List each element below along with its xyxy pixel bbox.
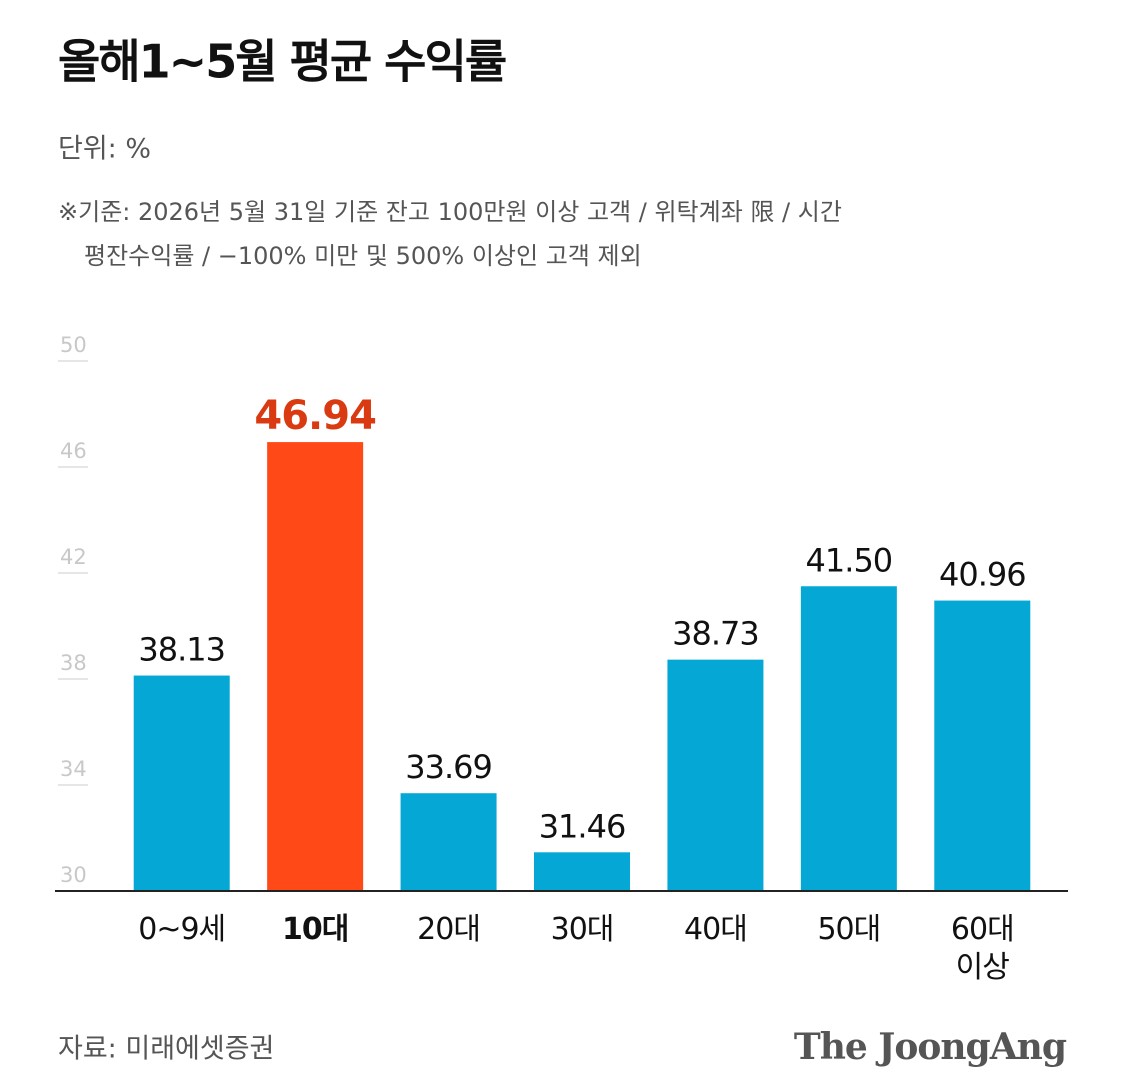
x-tick-label: 50대 [817,912,881,947]
brand: The JoongAng [794,1026,1067,1068]
bar [133,675,230,891]
value-label: 38.13 [138,631,225,669]
value-label: 46.94 [254,393,376,439]
note: 평잔수익률 / −100% 미만 및 500% 이상인 고객 제외 [84,242,642,270]
chart-title: 올해1~5월 평균 수익률 [58,35,506,89]
source: 자료: 미래에셋증권 [58,1034,274,1065]
bar [267,442,364,891]
note: ※기준: 2026년 5월 31일 기준 잔고 100만원 이상 고객 / 위탁… [58,198,842,226]
x-tick-label: 60대 이상 [950,912,1015,985]
x-tick-label: 0~9세 [138,912,226,947]
y-tick-label: 46 [60,439,87,463]
x-tick-label: 20대 [417,912,481,947]
bar [800,586,897,891]
value-label: 31.46 [539,807,626,845]
bar [400,793,497,891]
bar [534,852,630,891]
y-tick-label: 38 [60,651,87,675]
x-tick-label: 40대 [684,912,748,947]
bar [667,659,764,891]
y-tick-label: 30 [60,863,87,887]
x-tick-label: 30대 [550,912,615,947]
y-tick-label: 34 [60,757,87,781]
y-tick-label: 42 [60,545,87,569]
value-label: 41.50 [806,541,893,579]
unit-label: 단위: % [58,134,151,165]
x-tick-label: 10대 [281,912,349,947]
y-tick-label: 50 [60,333,87,357]
value-label: 38.73 [672,615,759,653]
bar [934,600,1031,891]
value-label: 40.96 [939,556,1026,594]
value-label: 33.69 [405,748,492,786]
